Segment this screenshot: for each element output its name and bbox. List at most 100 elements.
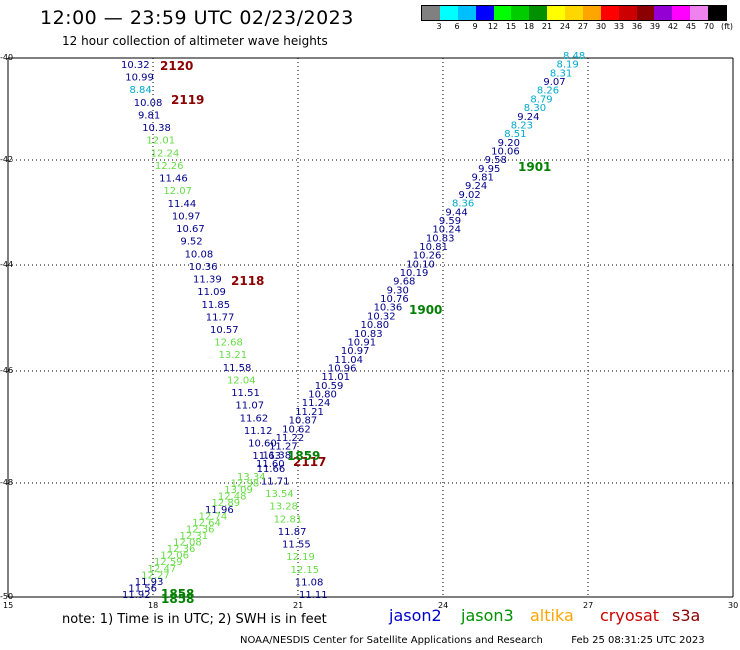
wave-height-value: 9.20 [498,138,520,149]
legend-swatch [582,6,601,20]
wave-height-value: 10.06 [491,146,520,157]
pass-time-label: 1901 [518,160,551,174]
wave-height-value: 12.19 [286,552,315,563]
wave-height-value: 10.10 [406,259,435,270]
wave-height-value: 12.06 [160,551,189,562]
pass-time-label: 2119 [171,93,204,107]
wave-height-value: 11.92 [122,590,151,601]
legend-swatch [654,6,673,20]
pass-time-label: 1858 [161,587,194,601]
pass-time-label: 2118 [231,274,264,288]
wave-height-value: 12.48 [218,492,247,503]
legend-label: 33 [613,22,625,31]
latitude-label: -50 [0,592,14,601]
wave-height-value: 8.36 [452,199,474,210]
longitude-label: 24 [438,601,449,610]
longitude-label: 30 [728,601,739,610]
legend-label: 39 [649,22,661,31]
wave-height-value: 10.81 [419,242,448,253]
wave-height-value: 11.01 [321,372,350,383]
wave-height-value: 13.21 [218,350,247,361]
wave-height-value: 12.74 [199,511,228,522]
color-legend-labels: 3 6 9 12 15 18 21 24 27 30 33 36 39 42 45 70 (ft) [421,22,740,34]
wave-height-value: 10.83 [354,329,383,340]
wave-height-value: 11.46 [159,174,188,185]
wave-height-value: 10.87 [289,416,318,427]
wave-height-value: 12.59 [154,557,183,568]
legend-swatch [457,6,476,20]
legend-swatch [672,6,691,20]
wave-height-value: 10.67 [176,224,205,235]
wave-height-value: 11.07 [235,401,264,412]
wave-height-value: 10.80 [361,320,390,331]
pass-time-label: 2120 [160,59,193,73]
wave-height-value: 9.58 [485,155,507,166]
wave-height-value: 10.08 [185,249,214,260]
wave-height-value: 9.30 [387,285,409,296]
wave-height-value: 10.97 [341,346,370,357]
wave-height-value: 9.24 [517,112,539,123]
latitude-label: -42 [0,155,14,164]
wave-height-value: 11.56 [128,583,157,594]
wave-height-value: 12.68 [214,338,243,349]
wave-height-value: 11.71 [261,476,290,487]
wave-height-value: 10.91 [347,337,376,348]
wave-height-value: 9.52 [180,237,202,248]
legend-label: 27 [577,22,589,31]
legend-swatch [493,6,512,20]
wave-height-value: 11.60 [256,459,285,470]
wave-height-value: 10.32 [367,311,396,322]
wave-height-value: 12.36 [186,524,215,535]
legend-label: 12 [487,22,499,31]
satellite-altika: altika [530,606,574,625]
wave-height-value: 11.38 [263,450,292,461]
wave-height-value: 10.36 [189,262,218,273]
legend-label: 21 [541,22,553,31]
wave-height-value: 12.47 [148,564,177,575]
wave-height-value: 11.21 [295,407,324,418]
wave-height-value: 11.44 [168,199,197,210]
wave-height-value: 10.97 [172,211,201,222]
wave-height-value: 11.62 [240,413,269,424]
wave-height-value: 9.24 [465,181,487,192]
wave-height-value: 12.36 [167,544,196,555]
wave-height-value: 12.64 [192,518,221,529]
credit-org: NOAA/NESDIS Center for Satellite Applica… [240,635,543,646]
wave-height-value: 12.89 [211,498,240,509]
wave-height-value: 8.19 [556,60,578,71]
page-title: 12:00 — 23:59 UTC 02/23/2023 [40,7,354,29]
legend-label: 9 [472,22,478,31]
legend-label: 42 [667,22,679,31]
legend-label: 3 [436,22,442,31]
wave-height-value: 9.07 [543,77,565,88]
wave-height-value: 12.27 [141,570,170,581]
wave-height-value: 11.08 [295,577,324,588]
legend-label: (ft) [720,22,734,31]
longitude-label: 21 [293,601,304,610]
wave-height-value: 10.26 [413,251,442,262]
wave-height-value: 10.76 [380,294,409,305]
wave-height-value: 12.31 [180,531,209,542]
legend-label: 6 [454,22,460,31]
pass-time-label: 2117 [293,455,326,469]
legend-label: 18 [523,22,535,31]
page-subtitle: 12 hour collection of altimeter wave hei… [62,34,328,48]
wave-height-value: 10.80 [308,390,337,401]
wave-height-value: 11.39 [193,275,222,286]
legend-label: 36 [631,22,643,31]
legend-swatch [565,6,583,20]
wave-height-value: 8.26 [537,86,559,97]
wave-height-value: 11.12 [244,426,273,437]
latitude-label: -40 [0,53,14,62]
legend-label: 70 [703,22,715,31]
wave-height-value: 13.09 [224,485,253,496]
wave-height-value: 13.34 [237,472,266,483]
credit-timestamp: Feb 25 08:31:25 UTC 2023 [571,635,705,646]
credit-text: NOAA/NESDIS Center for Satellite Applica… [240,635,705,646]
wave-height-value: 8.48 [563,51,585,62]
legend-label: 24 [559,22,571,31]
wave-height-value: 10.59 [315,381,344,392]
wave-height-value: 13.54 [265,489,294,500]
map-grid [7,57,734,598]
wave-height-value: 12.15 [291,565,320,576]
